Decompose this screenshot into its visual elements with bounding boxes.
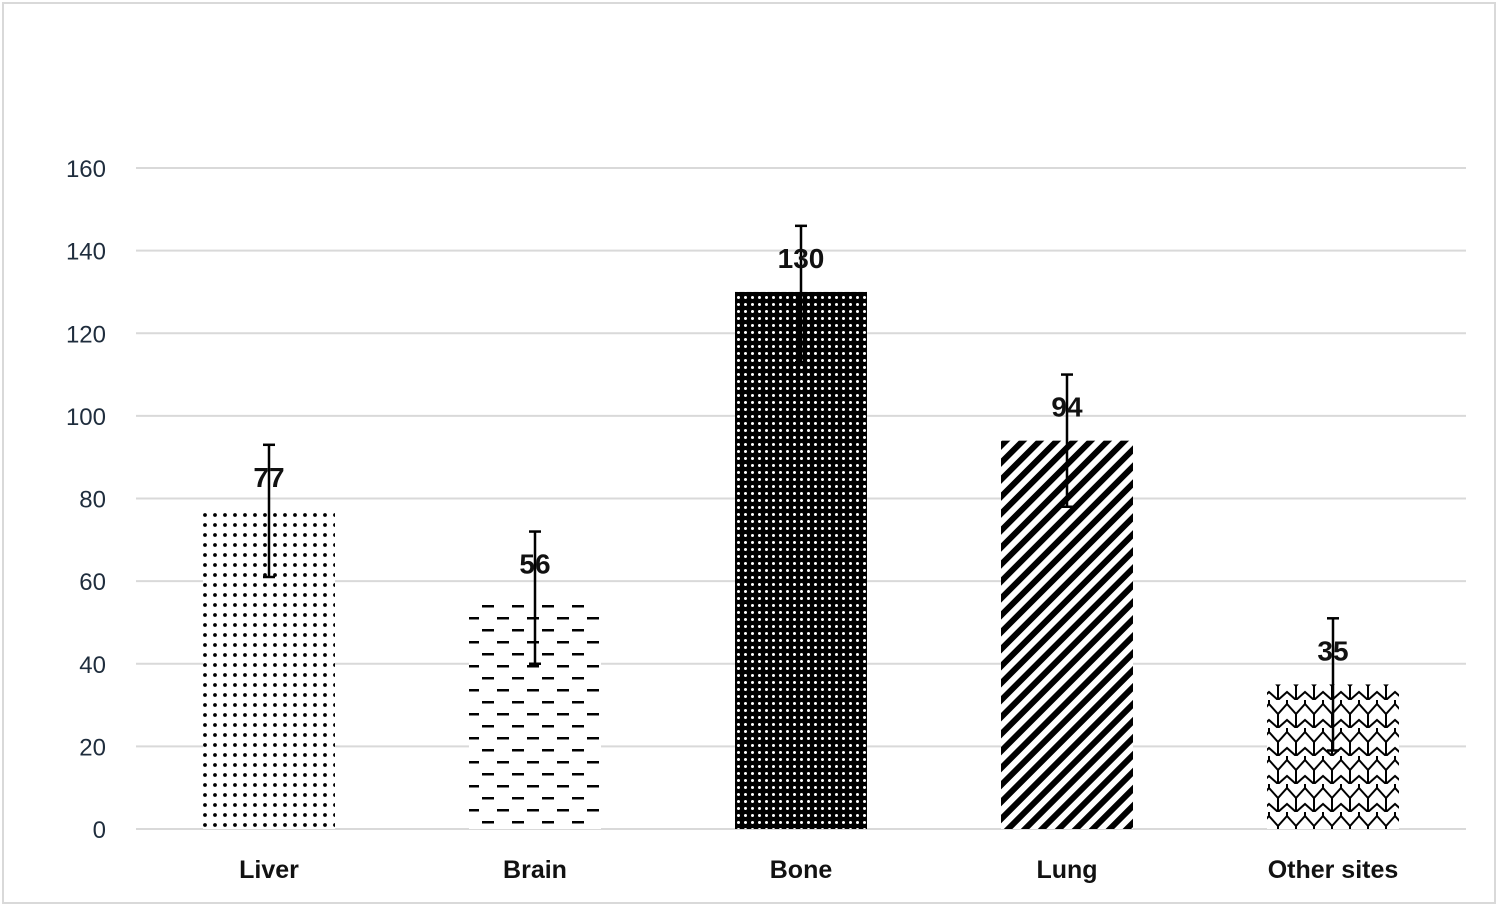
y-tick-label: 100: [66, 404, 106, 431]
x-category-label: Other sites: [1268, 856, 1399, 884]
data-label: 77: [253, 462, 284, 493]
data-label: 56: [519, 549, 550, 580]
x-category-label: Brain: [503, 856, 567, 884]
y-axis-ticks: 0 20 40 60 80 100 120 140 160: [66, 156, 106, 844]
error-bar: [1061, 373, 1073, 509]
error-bar: [529, 530, 541, 665]
x-category-label: Bone: [770, 856, 833, 884]
error-bars: [263, 224, 1339, 752]
data-label: 130: [778, 243, 825, 274]
y-tick-label: 120: [66, 321, 106, 348]
x-axis-categories: Liver Brain Bone Lung Other sites: [239, 856, 1398, 884]
bars: [203, 291, 1399, 829]
data-label: 35: [1317, 635, 1348, 666]
y-tick-label: 140: [66, 239, 106, 266]
data-label: 94: [1051, 392, 1083, 423]
y-tick-label: 160: [66, 156, 106, 183]
x-category-label: Liver: [239, 856, 299, 884]
y-tick-label: 40: [79, 652, 106, 679]
bar-bone: [735, 291, 867, 829]
x-category-label: Lung: [1036, 856, 1097, 884]
error-bar: [795, 224, 807, 364]
data-labels: 77 56 130 94 35: [253, 243, 1348, 666]
y-tick-label: 60: [79, 569, 106, 596]
error-bar: [263, 443, 275, 579]
error-bar: [1327, 617, 1339, 752]
y-tick-label: 20: [79, 734, 106, 761]
y-tick-label: 80: [79, 487, 106, 514]
y-tick-label: 0: [93, 817, 106, 844]
